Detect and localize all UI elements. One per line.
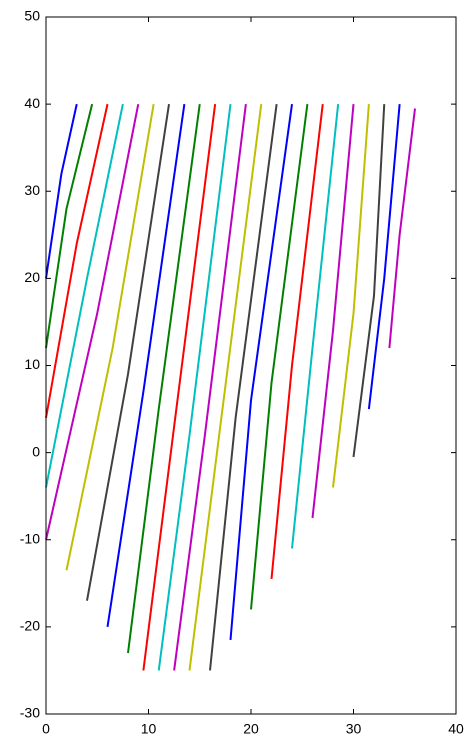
data-line: [209, 104, 278, 671]
data-line: [45, 103, 124, 488]
data-line: [142, 104, 217, 671]
y-tick-label: -30: [20, 705, 40, 721]
data-line: [106, 103, 186, 628]
data-line: [157, 104, 232, 671]
data-line: [270, 104, 324, 580]
y-tick-label: 10: [24, 356, 40, 372]
y-tick-label: 30: [24, 182, 40, 198]
data-line: [367, 104, 401, 410]
data-line: [291, 104, 340, 549]
x-tick-label: 0: [42, 721, 50, 737]
x-tick-label: 40: [448, 721, 464, 737]
data-line: [352, 104, 386, 458]
y-tick-label: 0: [32, 443, 40, 459]
data-line: [45, 103, 78, 279]
data-line: [45, 103, 109, 418]
y-tick-label: 40: [24, 95, 40, 111]
data-line: [65, 103, 155, 571]
data-line: [188, 104, 263, 671]
y-tick-label: 20: [24, 269, 40, 285]
data-line: [250, 104, 309, 610]
x-tick-label: 20: [243, 721, 259, 737]
data-line: [388, 108, 416, 349]
y-tick-label: 50: [24, 8, 40, 24]
x-tick-label: 30: [346, 721, 362, 737]
data-line: [332, 104, 370, 488]
y-tick-label: -20: [20, 618, 40, 634]
data-line: [86, 103, 170, 601]
y-tick-label: -10: [20, 530, 40, 546]
x-tick-label: 10: [141, 721, 157, 737]
data-line: [127, 103, 201, 654]
data-line: [45, 103, 94, 349]
data-line: [45, 103, 140, 540]
data-line: [173, 104, 247, 671]
data-line: [311, 104, 355, 519]
data-line: [229, 103, 293, 641]
